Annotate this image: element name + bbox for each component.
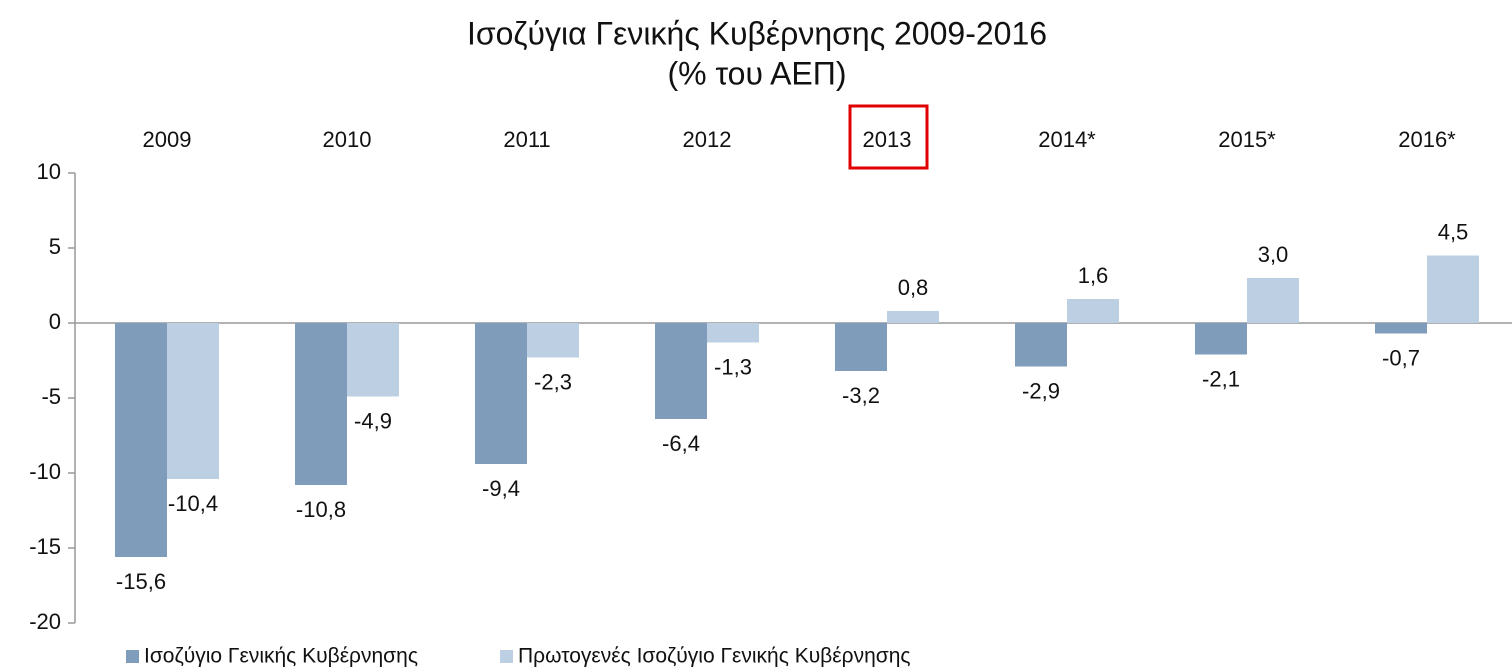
x-tick-label: 2014* <box>1038 127 1096 152</box>
y-tick-label: 5 <box>49 234 61 259</box>
bar <box>1195 323 1247 355</box>
bar <box>1015 323 1067 367</box>
bar <box>887 311 939 323</box>
value-label: -4,9 <box>354 408 392 433</box>
legend-box <box>118 636 980 669</box>
value-label: -2,9 <box>1022 378 1060 403</box>
legend-swatch <box>126 650 139 663</box>
value-label: -10,8 <box>296 497 346 522</box>
bar <box>1067 299 1119 323</box>
value-label: -6,4 <box>662 431 700 456</box>
legend-text: Πρωτογενές Ισοζύγιο Γενικής Κυβέρνησης <box>518 645 911 668</box>
x-tick-label: 2016* <box>1398 127 1456 152</box>
value-label: -2,3 <box>534 369 572 394</box>
bar <box>707 323 759 343</box>
x-tick-label: 2013 <box>863 127 912 152</box>
value-label: -10,4 <box>168 491 218 516</box>
chart-title: Ισοζύγια Γενικής Κυβέρνησης 2009-2016 <box>467 15 1047 51</box>
legend-text: Ισοζύγιο Γενικής Κυβέρνησης <box>144 645 418 668</box>
bar <box>167 323 219 479</box>
bar <box>295 323 347 485</box>
y-tick-label: -20 <box>29 609 61 634</box>
value-label: 0,8 <box>898 275 929 300</box>
value-label: -2,1 <box>1202 366 1240 391</box>
legend-swatch <box>500 650 513 663</box>
bar <box>1375 323 1427 334</box>
x-tick-label: 2011 <box>503 127 550 152</box>
bar <box>475 323 527 464</box>
bar <box>655 323 707 419</box>
bar <box>1247 278 1299 323</box>
x-tick-label: 2009 <box>143 127 192 152</box>
highlight-box <box>848 104 929 170</box>
chart-subtitle: (% του ΑΕΠ) <box>667 55 846 91</box>
y-tick-label: 10 <box>37 159 61 184</box>
y-tick-label: -5 <box>41 384 61 409</box>
x-tick-label: 2012 <box>683 127 732 152</box>
bar <box>835 323 887 371</box>
value-label: 4,5 <box>1438 219 1469 244</box>
bar <box>527 323 579 358</box>
x-tick-label: 2010 <box>323 127 372 152</box>
value-label: 3,0 <box>1258 242 1289 267</box>
value-label: -1,3 <box>714 354 752 379</box>
value-label: -0,7 <box>1382 345 1420 370</box>
y-tick-label: -15 <box>29 534 61 559</box>
value-label: -3,2 <box>842 383 880 408</box>
bar <box>1427 255 1479 323</box>
value-label: -15,6 <box>116 569 166 594</box>
value-label: -9,4 <box>482 476 520 501</box>
x-tick-label: 2015* <box>1218 127 1276 152</box>
bar <box>347 323 399 397</box>
value-label: 1,6 <box>1078 263 1109 288</box>
y-tick-label: -10 <box>29 459 61 484</box>
y-tick-label: 0 <box>49 309 61 334</box>
bar <box>115 323 167 557</box>
